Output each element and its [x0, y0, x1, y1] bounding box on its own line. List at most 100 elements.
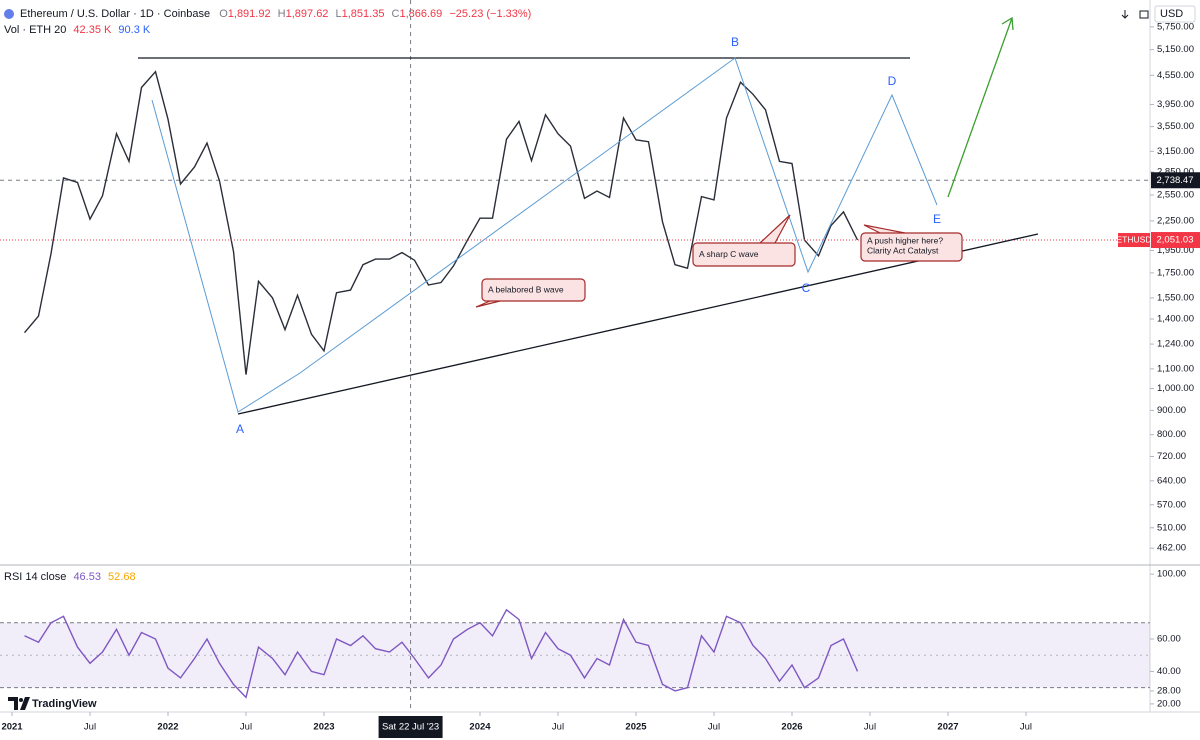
callout-tail	[759, 214, 791, 244]
ohlc-label: O	[219, 8, 228, 20]
x-tick-label: 2024	[469, 722, 491, 733]
x-tick-label: Jul	[708, 722, 720, 733]
y-tick-label: 4,550.00	[1157, 70, 1194, 81]
wave-label: E	[933, 212, 941, 226]
ohlc-value: 1,897.62	[286, 8, 329, 20]
y-tick-label: 900.00	[1157, 405, 1186, 416]
volume-ma-value: 90.3 K	[118, 24, 150, 36]
y-tick-label: 1,400.00	[1157, 314, 1194, 325]
callout-tail	[863, 224, 906, 234]
rsi-y-tick-label: 60.00	[1157, 634, 1181, 645]
y-tick-label: 1,550.00	[1157, 292, 1194, 303]
x-tick-label: Jul	[1020, 722, 1032, 733]
callout-text: A belabored B wave	[488, 284, 564, 294]
callout-text: Clarity Act Catalyst	[867, 245, 939, 255]
volume-value: 42.35 K	[73, 24, 112, 36]
rsi-ma-value: 52.68	[108, 571, 136, 583]
y-tick-label: 510.00	[1157, 522, 1186, 533]
y-tick-label: 1,950.00	[1157, 245, 1194, 256]
download-button[interactable]	[1121, 10, 1129, 19]
y-tick-label: 1,240.00	[1157, 339, 1194, 350]
y-tick-label: 1,750.00	[1157, 267, 1194, 278]
fullscreen-button[interactable]	[1139, 10, 1149, 19]
callout-box	[481, 278, 586, 302]
logo-mark	[8, 697, 30, 710]
symbol[interactable]: Ethereum / U.S. Dollar · 1D · Coinbase	[20, 8, 210, 20]
y-tick-label: 462.00	[1157, 543, 1186, 554]
x-tick-label: 2025	[625, 722, 647, 733]
rsi-band	[0, 622, 1150, 688]
toolbar: USD	[1121, 5, 1196, 23]
y-tick-label: 640.00	[1157, 475, 1186, 486]
y-tick-label: 2,850.00	[1157, 167, 1194, 178]
ohlc-value: 1,891.92	[228, 8, 271, 20]
wave-label: C	[802, 281, 811, 295]
rsi-y-tick-label: 40.00	[1157, 666, 1181, 677]
support-line	[237, 233, 1039, 415]
rsi-value: 46.53	[73, 571, 101, 583]
y-tick-label: 1,000.00	[1157, 383, 1194, 394]
crosshair-date-tag	[378, 716, 443, 738]
callout-box	[692, 242, 796, 267]
series-line	[24, 608, 859, 699]
y-tick-label: 3,150.00	[1157, 146, 1194, 157]
currency: USD	[1160, 8, 1183, 20]
series-line	[23, 70, 859, 375]
symbol-tag-label: ETHUSD	[1117, 234, 1152, 244]
ohlc-label: L	[336, 8, 342, 20]
callout-box	[860, 232, 963, 262]
ohlc-label: H	[278, 8, 286, 20]
symbol-icon	[4, 9, 14, 19]
brand: TradingView	[32, 698, 97, 710]
x-tick-label: 2026	[781, 722, 802, 733]
volume-legend: Vol · ETH 20 42.35 K 90.3 K	[4, 24, 151, 36]
x-tick-label: 2021	[1, 722, 23, 733]
crosshair-price-label: 2,738.47	[1157, 175, 1194, 186]
x-tick-label: 2022	[157, 722, 178, 733]
y-tick-label: 1,100.00	[1157, 363, 1194, 374]
y-tick-label: 800.00	[1157, 429, 1186, 440]
price-tag	[1151, 232, 1200, 249]
logo: TradingView	[8, 697, 97, 710]
y-tick-label: 3,950.00	[1157, 99, 1194, 110]
y-tick-label: 2,550.00	[1157, 190, 1194, 201]
target-arrow	[947, 16, 1014, 198]
rsi-y-tick-label: 100.00	[1157, 569, 1186, 580]
change: −25.23 (−1.33%)	[449, 8, 531, 20]
rsi-legend: RSI 14 close 46.53 52.68	[4, 571, 136, 583]
x-tick-label: Jul	[84, 722, 96, 733]
y-tick-label: 5,150.00	[1157, 44, 1194, 55]
volume-label[interactable]: Vol · ETH 20	[4, 24, 66, 36]
x-tick-label: Jul	[240, 722, 252, 733]
wave-path	[151, 57, 938, 413]
ohlc-label: C	[392, 8, 400, 20]
currency-box[interactable]	[1154, 5, 1196, 23]
ohlc-value: 1,866.69	[399, 8, 442, 20]
x-tick-label: 2023	[313, 722, 334, 733]
wave-label: B	[731, 35, 739, 49]
y-tick-label: 3,550.00	[1157, 121, 1194, 132]
ohlc-value: 1,851.35	[342, 8, 385, 20]
callout-text: A sharp C wave	[699, 249, 759, 259]
y-tick-label: 570.00	[1157, 499, 1186, 510]
rsi-y-tick-label: 28.00	[1157, 685, 1181, 696]
y-tick-label: 720.00	[1157, 451, 1186, 462]
logo-dot	[19, 698, 23, 702]
y-tick-label: 5,750.00	[1157, 21, 1194, 32]
wave-label: A	[236, 422, 244, 436]
symbol-tag	[1118, 233, 1150, 248]
crosshair-date-label: Sat 22 Jul '23	[382, 722, 439, 733]
x-tick-label: 2027	[937, 722, 958, 733]
y-tick-label: 2,250.00	[1157, 215, 1194, 226]
callout-text: A push higher here?	[867, 235, 943, 245]
rsi-y-tick-label: 20.00	[1157, 698, 1181, 709]
rsi-label[interactable]: RSI 14 close	[4, 571, 66, 583]
wave-label: D	[888, 74, 897, 88]
price-tag-label: 2,051.03	[1157, 235, 1194, 246]
x-tick-label: Jul	[552, 722, 564, 733]
callout-tail	[475, 300, 501, 308]
x-tick-label: Jul	[864, 722, 876, 733]
crosshair-price-tag	[1151, 172, 1200, 189]
